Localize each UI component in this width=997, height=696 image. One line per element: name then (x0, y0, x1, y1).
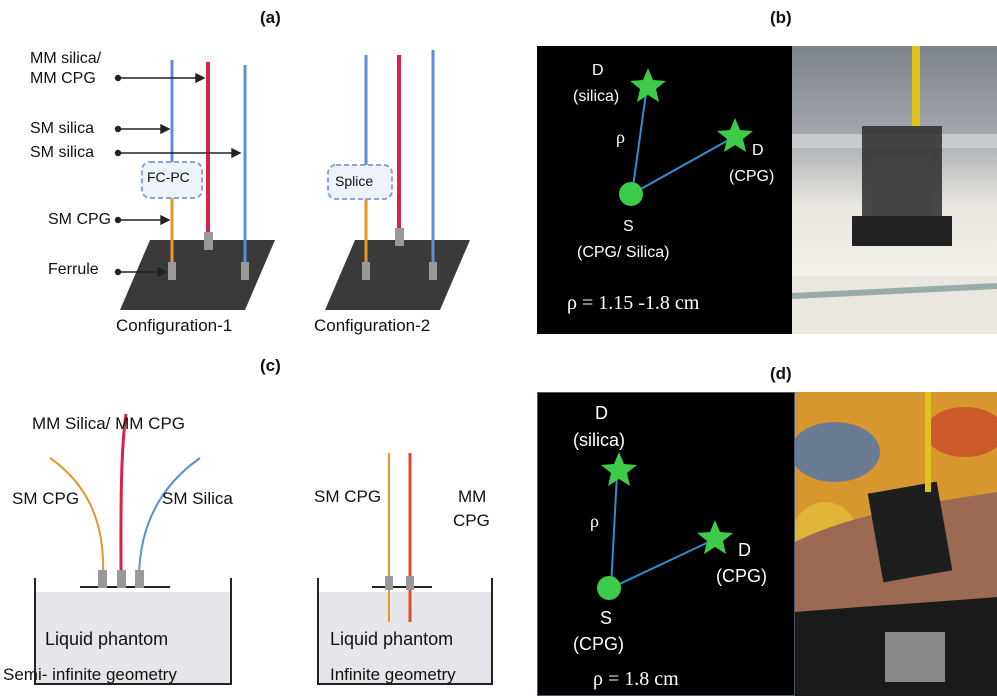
rho-line-cpg (631, 137, 733, 195)
phantom-left-fill (35, 592, 231, 684)
d-rho: ρ (590, 511, 599, 531)
c-phantom-right: Liquid phantom (330, 629, 454, 649)
photo-d-sketch (795, 392, 997, 696)
c-mm-cpg-line2: CPG (453, 511, 490, 530)
fcpc-label: FC-PC (147, 169, 190, 185)
panel-d-schematic (537, 392, 795, 696)
d-source-sub: (CPG) (573, 634, 624, 654)
panel-d-photo (795, 392, 997, 696)
c-mm-fibers-label: MM Silica/ MM CPG (32, 414, 185, 433)
ferrule-label: Ferrule (48, 261, 99, 278)
b-detector-cpg: D (752, 142, 764, 159)
b-distance: ρ = 1.15 -1.8 cm (567, 292, 700, 314)
panel-b-label: (b) (770, 8, 792, 27)
photo-b-sketch (792, 46, 997, 334)
configuration-2-caption: Configuration-2 (314, 316, 431, 335)
ferrule-1b (204, 232, 213, 250)
c-mm-cpg-line1: MM (458, 487, 487, 506)
c-geometry-left: Semi- infinite geometry (3, 665, 177, 684)
mm-fiber-label-line1: MM silica/ (30, 50, 102, 67)
b-source: S (623, 218, 634, 235)
d-source: S (600, 608, 613, 628)
ferrule-plate-1 (120, 240, 275, 310)
d-distance: ρ = 1.8 cm (593, 668, 679, 690)
splice-box (327, 164, 393, 200)
mm-fiber-center (119, 413, 128, 577)
rho-line-silica (631, 85, 648, 195)
ferrule-1c (241, 262, 249, 280)
b-rho: ρ (616, 127, 625, 147)
sm-cpg-fiber-left (49, 457, 105, 577)
ferrule-plate-2 (325, 240, 470, 310)
sm-silica-label-1: SM silica (30, 120, 95, 137)
d-detector-cpg: D (738, 540, 751, 560)
configuration-1-caption: Configuration-1 (116, 316, 233, 335)
container-left (34, 578, 232, 685)
d-detector-silica: D (595, 403, 608, 423)
panel-a-diagram (114, 50, 470, 310)
d-source-dot (597, 576, 621, 600)
b-detector-cpg-sub: (CPG) (729, 168, 775, 185)
container-right (317, 578, 493, 685)
phantom-right-fill (318, 592, 492, 684)
panel-b-photo (792, 46, 997, 334)
d-detector-cpg-star-icon (697, 520, 733, 554)
d-detector-silica-sub: (silica) (573, 430, 625, 450)
ferrule-1a (168, 262, 176, 280)
panel-c-label: (c) (260, 356, 281, 375)
d-rho-line-silica (610, 473, 618, 589)
panel-c-diagram (34, 413, 493, 685)
sm-silica-label-2: SM silica (30, 144, 95, 161)
c-sm-silica: SM Silica (162, 489, 233, 508)
b-detector-silica: D (592, 62, 604, 79)
d-detector-cpg-sub: (CPG) (716, 566, 767, 586)
c-sm-cpg-right: SM CPG (314, 487, 382, 506)
c-geometry-right: Infinite geometry (330, 665, 456, 684)
panel-b-geometry (619, 68, 753, 206)
panel-d-label: (d) (770, 364, 792, 383)
c-phantom-left: Liquid phantom (45, 629, 169, 649)
d-detector-silica-star-icon (601, 452, 637, 486)
fcpc-box (141, 161, 203, 199)
sm-silica-fiber-right (138, 457, 201, 577)
ferrule-2c (429, 262, 437, 280)
detector-silica-star-icon (630, 68, 666, 102)
source-dot (619, 182, 643, 206)
b-source-sub: (CPG/ Silica) (577, 244, 670, 261)
detector-cpg-star-icon (717, 118, 753, 152)
ferrule-2a (362, 262, 370, 280)
panel-a-label: (a) (260, 8, 281, 27)
ferrule-2b (395, 228, 404, 246)
mm-fiber-label-line2: MM CPG (30, 70, 96, 87)
panel-b-schematic (537, 46, 792, 334)
panel-d-geometry (597, 452, 733, 600)
d-rho-line-cpg (610, 539, 714, 589)
c-sm-cpg-left: SM CPG (12, 489, 80, 508)
splice-label: Splice (335, 173, 374, 189)
sm-cpg-label: SM CPG (48, 211, 112, 228)
b-detector-silica-sub: (silica) (573, 88, 620, 105)
